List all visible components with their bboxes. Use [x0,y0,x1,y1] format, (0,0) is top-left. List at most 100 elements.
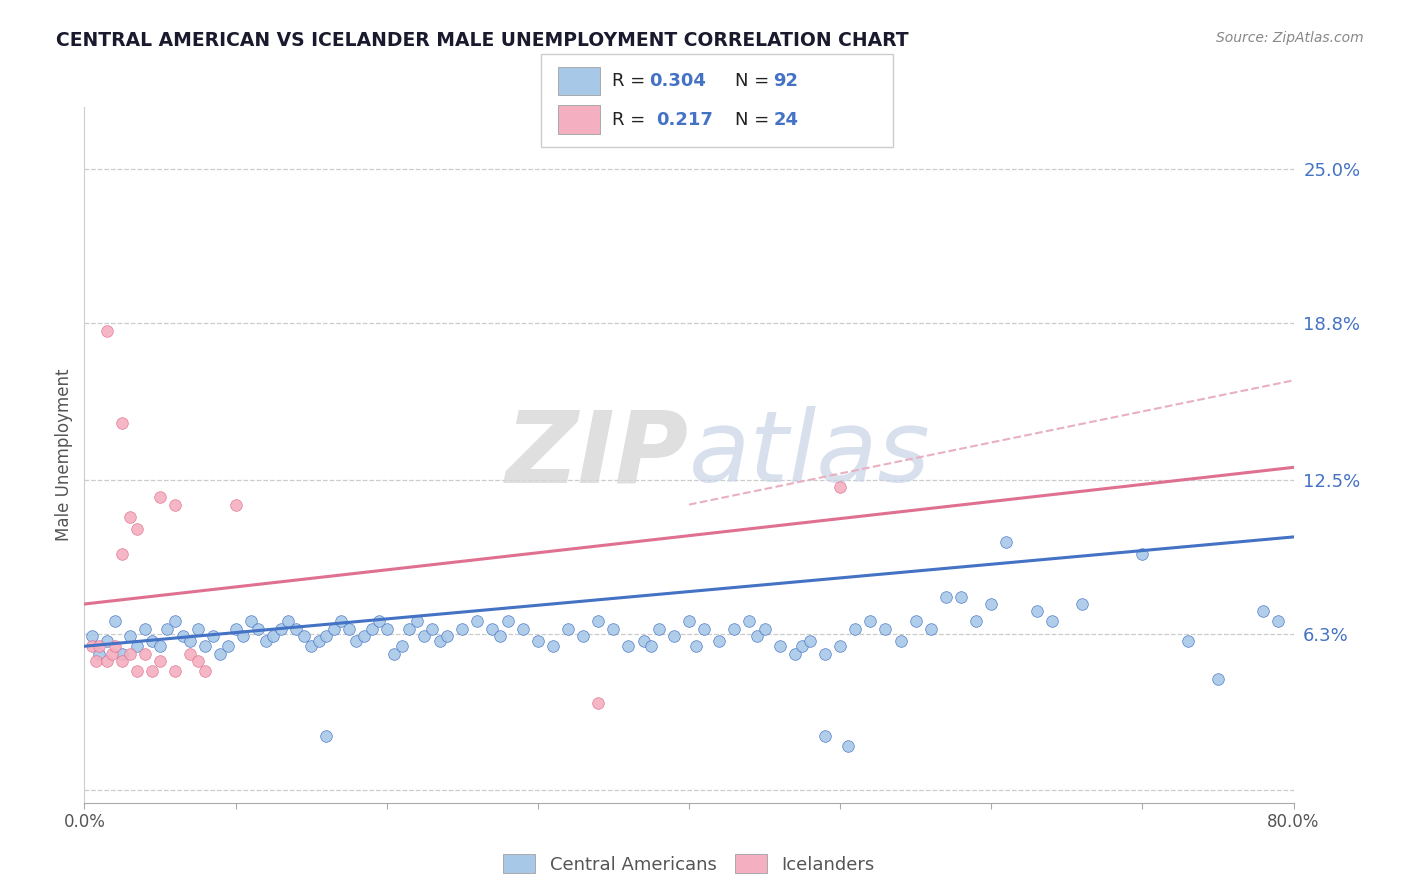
Point [1071,597,1094,611]
Point [965,615,987,629]
Point [134,622,156,636]
Point [792,639,814,653]
Point [481,622,503,636]
Point [436,629,458,643]
Point [799,634,821,648]
Point [104,615,127,629]
Point [284,622,308,636]
Point [96,324,118,338]
Point [96,654,118,668]
Text: R =: R = [612,111,657,128]
Point [754,622,776,636]
Point [232,629,254,643]
Point [315,729,337,743]
Point [80,639,103,653]
Point [118,647,141,661]
Point [814,729,837,743]
Point [526,634,548,648]
Point [875,622,897,636]
Point [111,647,134,661]
Point [995,534,1018,549]
Text: 92: 92 [773,72,799,90]
Point [247,622,270,636]
Point [890,634,912,648]
Point [602,622,624,636]
Point [640,639,662,653]
Point [814,647,837,661]
Point [360,622,382,636]
Point [723,622,745,636]
Point [141,634,163,648]
Text: R =: R = [612,72,651,90]
Point [783,647,806,661]
Point [86,654,108,668]
Point [96,634,118,648]
Point [353,629,375,643]
Text: 0.217: 0.217 [657,111,713,128]
Point [322,622,344,636]
Point [935,590,957,604]
Point [163,615,186,629]
Point [100,647,122,661]
Point [375,622,398,636]
Text: ZIP: ZIP [506,407,689,503]
Y-axis label: Male Unemployment: Male Unemployment [55,368,73,541]
Point [111,547,134,561]
Point [330,615,353,629]
Point [1130,547,1153,561]
Point [299,639,322,653]
Point [225,498,247,512]
Point [557,622,579,636]
Point [156,622,179,636]
Point [647,622,671,636]
Point [398,622,420,636]
Point [685,639,707,653]
Point [769,639,792,653]
Point [382,647,405,661]
Point [163,664,186,678]
Point [920,622,942,636]
Point [149,639,172,653]
Text: N =: N = [735,72,775,90]
Point [179,647,201,661]
Point [496,615,519,629]
Point [127,664,149,678]
Text: 24: 24 [773,111,799,128]
Point [225,622,247,636]
Point [1206,672,1229,686]
Point [308,634,330,648]
Point [467,615,489,629]
Point [1177,634,1199,648]
Point [187,622,209,636]
Point [572,629,595,643]
Point [270,622,292,636]
Point [254,634,277,648]
Text: 0.304: 0.304 [650,72,706,90]
Point [346,634,368,648]
Legend: Central Americans, Icelanders: Central Americans, Icelanders [503,855,875,874]
Point [709,634,731,648]
Point [239,615,262,629]
Point [693,622,716,636]
Point [429,634,451,648]
Point [588,697,610,711]
Point [617,639,640,653]
Point [950,590,973,604]
Point [187,654,209,668]
Point [368,615,391,629]
Point [980,597,1002,611]
Point [588,615,610,629]
Point [859,615,882,629]
Point [512,622,534,636]
Point [420,622,443,636]
Point [163,498,186,512]
Point [262,629,284,643]
Point [1251,605,1274,619]
Point [391,639,413,653]
Point [127,639,149,653]
Point [745,629,768,643]
Point [89,639,111,653]
Point [830,480,852,494]
Point [134,647,156,661]
Point [80,629,103,643]
